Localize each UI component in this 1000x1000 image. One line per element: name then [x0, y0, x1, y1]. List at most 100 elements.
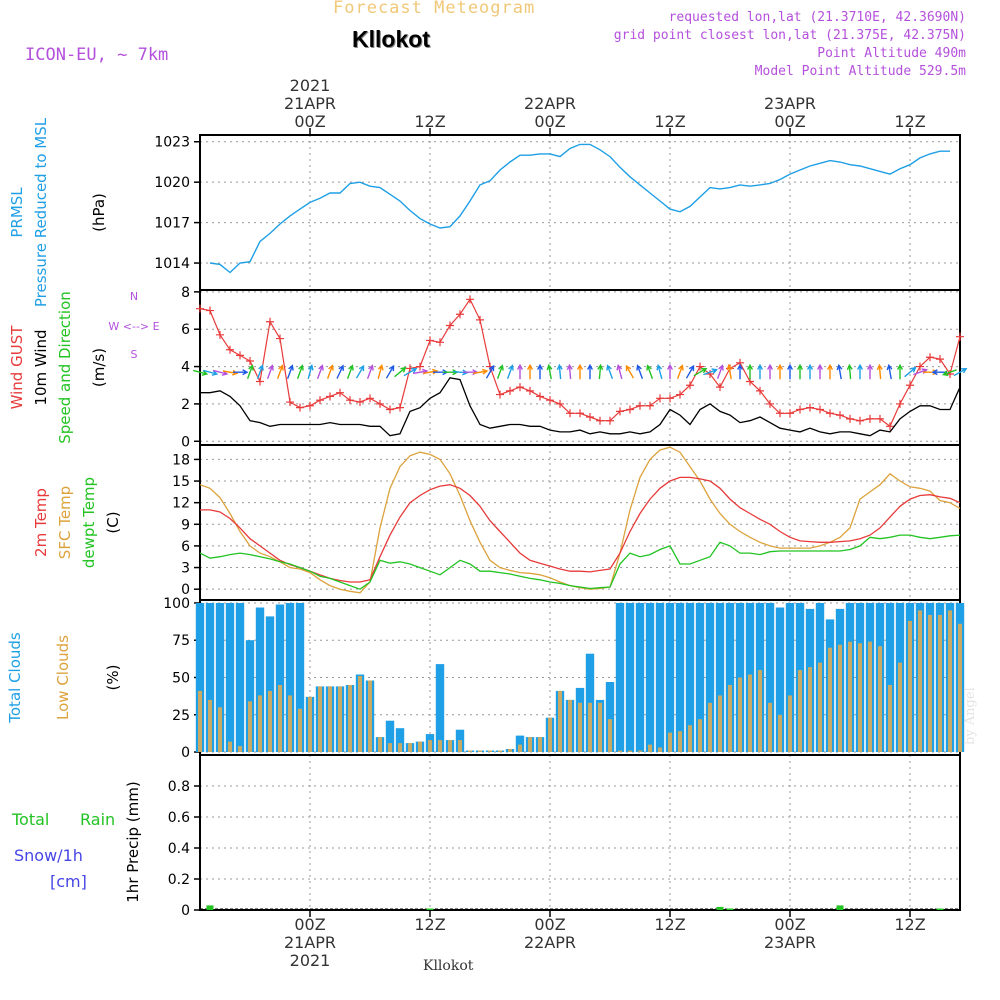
gust-marker [196, 304, 204, 313]
wind-direction-arrow [746, 363, 754, 380]
gust-marker [606, 416, 614, 425]
wind-direction-arrow [536, 363, 544, 380]
gust-marker [776, 409, 784, 418]
low-cloud-bar [308, 696, 312, 752]
wind-direction-arrow [377, 363, 384, 380]
low-cloud-bar [348, 685, 352, 753]
total-cloud-bar [255, 607, 265, 753]
y-tick-label: 0.4 [168, 841, 190, 857]
gust-marker [586, 412, 594, 421]
chart-subtitle: Forecast Meteogram [333, 0, 536, 18]
compass-north: N [130, 290, 138, 303]
wind-direction-arrow [403, 367, 418, 377]
low-cloud-bar [248, 701, 252, 752]
y-tick-label: 50 [172, 671, 190, 687]
gust-marker [346, 396, 354, 405]
precip-bar [206, 905, 214, 910]
compass-south: S [131, 348, 138, 361]
low-cloud-bar [408, 743, 412, 752]
wind-direction-arrow [422, 368, 439, 375]
gust-marker [476, 315, 484, 324]
total-cloud-bar [685, 603, 695, 752]
low-cloud-bar [598, 702, 602, 752]
gust-marker [566, 409, 574, 418]
low-cloud-bar [658, 747, 662, 752]
gridpoint-coords: grid point closest lon,lat (21.375E, 42.… [613, 28, 966, 43]
y-tick-label: 4 [181, 360, 190, 376]
wind-direction-arrow [636, 364, 644, 379]
y-tick-label: 0.8 [168, 779, 190, 795]
y-tick-label: 100 [163, 596, 190, 612]
panel-axis-label: Speed and Direction [56, 291, 74, 444]
wind-direction-arrow [516, 363, 524, 380]
wind-direction-arrow [576, 363, 584, 380]
gust-marker [756, 386, 764, 395]
low-cloud-bar [808, 667, 812, 753]
panel-axis-label: Total Clouds [6, 632, 24, 724]
gust-marker [816, 405, 824, 414]
wind-direction-arrow [233, 369, 249, 376]
total-cloud-bar [605, 682, 615, 752]
wind-direction-arrow [203, 369, 219, 376]
wind-direction-arrow [666, 363, 674, 380]
total-cloud-bar [235, 603, 245, 752]
time-label-top: 22APR [524, 94, 576, 113]
gust-marker [826, 409, 834, 418]
low-cloud-bar [918, 610, 922, 752]
time-label-bottom: 22APR [524, 933, 576, 952]
total-cloud-bar [785, 603, 795, 752]
wind-direction-arrow [336, 364, 344, 379]
gust-line [199, 298, 961, 428]
low-cloud-bar [528, 737, 532, 752]
low-cloud-bar [508, 749, 512, 752]
wind-direction-arrow [256, 364, 264, 379]
gust-marker [906, 381, 914, 390]
wind-direction-arrow [625, 364, 635, 379]
gust-marker [496, 390, 504, 399]
low-cloud-bar [388, 743, 392, 752]
low-cloud-bar [228, 741, 232, 752]
panel-axis-label: (C) [104, 511, 122, 533]
low-cloud-bar [938, 614, 942, 752]
y-tick-label: 75 [172, 633, 190, 649]
panel-axis-label: (hPa) [90, 193, 108, 232]
wind-direction-arrow [286, 364, 294, 379]
gust-marker [266, 317, 274, 326]
gust-marker [766, 399, 774, 408]
total-cloud-bar [435, 664, 445, 752]
total-cloud-bar [215, 603, 225, 752]
gust-marker [216, 330, 224, 339]
wind-direction-arrow [307, 363, 314, 380]
precip-cm-label: [cm] [50, 872, 87, 891]
wind-direction-arrow [526, 363, 534, 380]
wind-direction-arrow [716, 364, 724, 379]
wind-direction-arrow [896, 363, 904, 380]
low-cloud-bar [958, 623, 962, 752]
low-cloud-bar [838, 644, 842, 752]
wind-direction-arrow [856, 363, 864, 380]
time-label-top: 12Z [414, 112, 445, 131]
gust-marker [806, 403, 814, 412]
total-cloud-bar [645, 603, 655, 752]
total-cloud-bar [695, 603, 705, 752]
gust-marker [526, 386, 534, 395]
gust-marker [896, 399, 904, 408]
time-label-top: 00Z [774, 112, 805, 131]
y-tick-label: 0 [181, 582, 190, 598]
year-label-top: 2021 [290, 76, 331, 95]
wind-direction-arrow [656, 363, 663, 380]
total-cloud-bar [275, 604, 285, 752]
gust-marker [536, 392, 544, 401]
total-cloud-bar [635, 603, 645, 752]
requested-coords: requested lon,lat (21.3710E, 42.3690N) [668, 10, 966, 25]
low-cloud-bar [438, 740, 442, 752]
wind-direction-arrow [556, 363, 563, 380]
wind-direction-arrow [506, 364, 514, 379]
wind-direction-arrow [496, 364, 504, 379]
low-cloud-bar [198, 690, 202, 752]
low-cloud-bar [498, 750, 502, 752]
time-label-bottom: 23APR [764, 933, 816, 952]
gust-marker [616, 407, 624, 416]
wind-direction-arrow [756, 363, 764, 380]
wind-direction-arrow [886, 363, 893, 380]
